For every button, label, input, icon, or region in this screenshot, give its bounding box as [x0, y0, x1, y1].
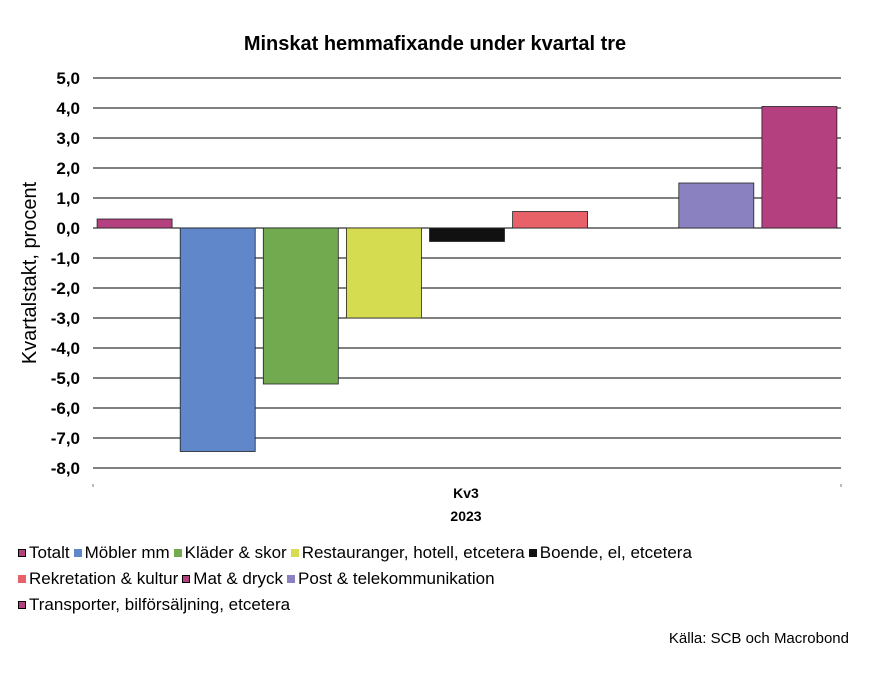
legend-item: Möbler mm	[73, 543, 170, 563]
x-category-sublabel: 2023	[450, 508, 481, 524]
legend-swatch	[290, 549, 299, 557]
legend-swatch	[287, 575, 296, 583]
bar-5	[512, 211, 588, 229]
legend-item: Kläder & skor	[173, 543, 287, 563]
legend-item: Restauranger, hotell, etcetera	[290, 543, 525, 563]
y-tick-label: 1,0	[56, 189, 80, 208]
bar-0	[96, 218, 173, 229]
legend-label: Kläder & skor	[184, 543, 287, 562]
legend-label: Totalt	[29, 543, 70, 562]
bars	[96, 106, 838, 452]
bar-3	[345, 227, 422, 319]
legend-swatch	[18, 549, 26, 557]
y-tick-label: -8,0	[51, 459, 80, 478]
legend-row: Totalt Möbler mm Kläder & skor Restauranger…	[18, 540, 868, 566]
legend-label: Boende, el, etcetera	[539, 543, 692, 562]
legend: Totalt Möbler mm Kläder & skor Restauranger…	[18, 540, 868, 618]
legend-swatch	[18, 601, 26, 609]
y-tick-label: -3,0	[51, 309, 80, 328]
y-tick-label: 4,0	[56, 99, 80, 118]
bar-1	[179, 227, 256, 452]
bar-7	[678, 182, 755, 229]
legend-item: Transporter, bilförsäljning, etcetera	[18, 595, 290, 615]
source-note: Källa: SCB och Macrobond	[668, 630, 849, 647]
y-tick-label: 3,0	[56, 129, 80, 148]
legend-item: Boende, el, etcetera	[528, 543, 692, 563]
y-tick-label: 5,0	[56, 69, 80, 88]
legend-label: Mat & dryck	[193, 569, 284, 588]
y-tick-label: -4,0	[51, 339, 80, 358]
y-tick-label: -7,0	[51, 429, 80, 448]
legend-label: Restauranger, hotell, etcetera	[301, 543, 525, 562]
legend-swatch	[528, 549, 537, 557]
y-tick-label: 2,0	[56, 159, 80, 178]
x-category-label: Kv3	[453, 485, 479, 501]
legend-swatch	[18, 575, 26, 583]
y-tick-label: -5,0	[51, 369, 80, 388]
legend-item: Post & telekommunikation	[287, 569, 495, 589]
legend-item: Mat & dryck	[182, 569, 283, 589]
chart-plot: Minskat hemmafixande under kvartal tre K…	[19, 33, 842, 524]
legend-label: Rekretation & kultur	[29, 569, 179, 588]
bar-2	[262, 227, 339, 385]
legend-label: Post & telekommunikation	[298, 569, 495, 588]
legend-row: Transporter, bilförsäljning, etcetera	[18, 592, 868, 618]
y-axis-label: Kvartalstakt, procent	[19, 181, 41, 364]
legend-item: Totalt	[18, 543, 70, 563]
legend-swatch	[182, 575, 191, 583]
y-tick-labels: 5,0 4,0 3,0 2,0 1,0 0,0 -1,0 -2,0 -3,0 -4,0 -5,0 -6…	[51, 69, 80, 478]
legend-swatch	[73, 549, 82, 557]
legend-item: Rekretation & kultur	[18, 569, 178, 589]
legend-label: Transporter, bilförsäljning, etcetera	[29, 595, 291, 614]
legend-swatch	[173, 549, 182, 557]
chart-title: Minskat hemmafixande under kvartal tre	[244, 33, 626, 55]
legend-row: Rekretation & kultur Mat & dryck Post & te…	[18, 566, 868, 592]
y-tick-label: -1,0	[51, 249, 80, 268]
bar-8	[761, 106, 838, 229]
legend-label: Möbler mm	[84, 543, 170, 562]
y-tick-label: 0,0	[56, 219, 80, 238]
y-tick-label: -2,0	[51, 279, 80, 298]
y-tick-label: -6,0	[51, 399, 80, 418]
bar-4	[429, 227, 505, 242]
